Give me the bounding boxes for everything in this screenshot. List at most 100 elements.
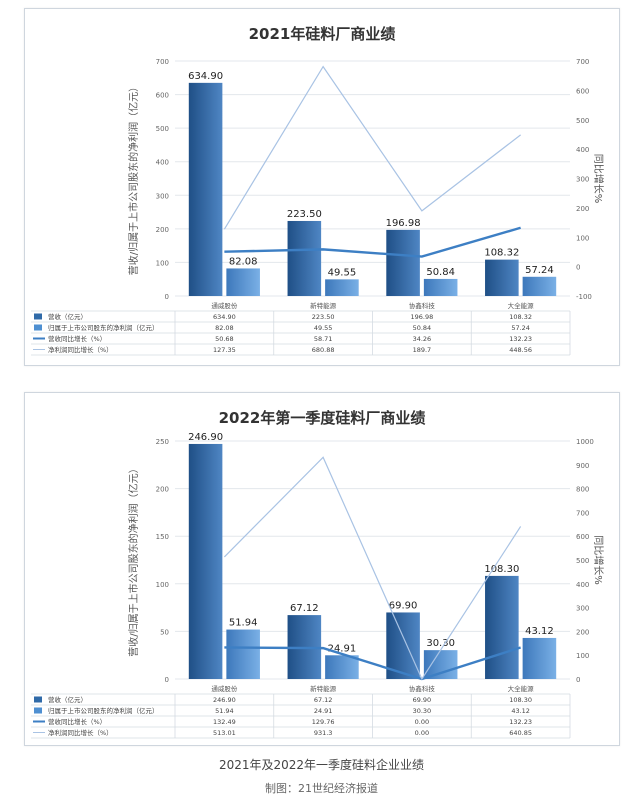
revenue-bar [386, 612, 420, 679]
net-profit-bar [325, 655, 359, 679]
revenue-data-label: 223.50 [287, 209, 322, 220]
y2-tick-label: 500 [576, 557, 589, 565]
y2-tick-label: 200 [576, 628, 589, 636]
revenue-data-label: 108.30 [484, 564, 519, 575]
y-axis-title: 营收/归属于上市公司股东的净利润（亿元） [127, 463, 140, 656]
table-cell: 82.08 [215, 324, 234, 332]
table-cell: 0.00 [415, 718, 429, 726]
revenue-bar [287, 220, 322, 296]
legend-label: 归属于上市公司股东的净利润（亿元） [48, 706, 159, 715]
chart-2021-svg: 2021年硅料厂商业绩 0 100 200 300 400 500 600 700 -100 0 10… [31, 25, 605, 356]
y-tick-label: 0 [165, 676, 169, 684]
table-cell: 34.26 [413, 335, 432, 343]
y-tick-label: 200 [156, 486, 169, 494]
y-tick-label: 400 [156, 159, 169, 167]
y-tick-label: 200 [156, 226, 169, 234]
category-label: 大全能源 [508, 301, 535, 310]
table-cell: 680.88 [312, 346, 335, 354]
y2-tick-label: 0 [576, 264, 580, 272]
profit-growth-line [223, 456, 522, 681]
y2-tick-label: 100 [576, 652, 589, 660]
chart-title: 2022年第一季度硅料厂商业绩 [219, 409, 426, 427]
y2-axis-title: 同比增长% [592, 154, 605, 204]
y-tick-label: 300 [156, 192, 169, 200]
category-label: 通威股份 [211, 301, 238, 310]
table-cell: 513.01 [213, 729, 236, 737]
category-label: 大全能源 [508, 684, 535, 693]
table-cell: 132.23 [509, 335, 532, 343]
chart-2022-q1-svg: 2022年第一季度硅料厂商业绩 0 50 100 150 200 250 0 100 200 300… [31, 409, 605, 739]
table-cell: 448.56 [509, 346, 532, 354]
legend-swatch [34, 707, 42, 714]
y-tick-label: 100 [156, 581, 169, 589]
table-cell: 0.00 [415, 729, 429, 737]
table-cell: 50.84 [413, 324, 432, 332]
category-label: 协鑫科技 [409, 301, 436, 310]
chart-panel-2022-q1: 2022年第一季度硅料厂商业绩 0 50 100 150 200 250 0 100 200 300… [24, 392, 620, 746]
y2-tick-label: 400 [576, 146, 589, 154]
legend-label: 归属于上市公司股东的净利润（亿元） [48, 323, 159, 332]
y-tick-label: 50 [160, 628, 169, 636]
legend-swatch [34, 324, 42, 331]
revenue-data-label: 196.98 [386, 218, 421, 229]
y2-tick-label: -100 [576, 293, 592, 301]
legend-label: 营收（亿元） [48, 312, 87, 321]
table-cell: 50.68 [215, 335, 234, 343]
net-profit-data-label: 57.24 [525, 265, 554, 276]
y2-tick-label: 300 [576, 605, 589, 613]
y2-tick-label: 200 [576, 205, 589, 213]
table-cell: 634.90 [213, 313, 236, 321]
net-profit-bar [423, 278, 458, 296]
table-cell: 49.55 [314, 324, 333, 332]
net-profit-bar [226, 268, 260, 296]
net-profit-bar [226, 629, 260, 679]
category-label: 新特能源 [310, 301, 337, 310]
y-tick-label: 100 [156, 259, 169, 267]
table-cell: 129.76 [312, 718, 335, 726]
y2-tick-label: 900 [576, 462, 589, 470]
table-cell: 246.90 [213, 696, 236, 704]
y-tick-label: 250 [156, 438, 169, 446]
y-tick-label: 150 [156, 533, 169, 541]
revenue-data-label: 634.90 [188, 71, 223, 82]
y2-tick-label: 400 [576, 581, 589, 589]
chart-title: 2021年硅料厂商业绩 [249, 25, 396, 43]
revenue-data-label: 69.90 [389, 600, 418, 611]
net-profit-data-label: 82.08 [229, 256, 258, 267]
table-cell: 43.12 [511, 707, 530, 715]
table-cell: 132.49 [213, 718, 236, 726]
revenue-growth-line [224, 646, 521, 681]
table-cell: 67.12 [314, 696, 333, 704]
revenue-growth-line [224, 226, 521, 258]
y-tick-label: 600 [156, 92, 169, 100]
y-axis-title: 营收/归属于上市公司股东的净利润（亿元） [127, 82, 140, 275]
net-profit-bar [522, 637, 557, 679]
revenue-bar [386, 229, 420, 296]
table-cell: 58.71 [314, 335, 333, 343]
legend-swatch [34, 313, 42, 320]
table-cell: 196.98 [411, 313, 434, 321]
revenue-bar [188, 82, 223, 296]
table-cell: 108.30 [509, 696, 532, 704]
table-cell: 69.90 [413, 696, 432, 704]
y2-tick-label: 500 [576, 117, 589, 125]
category-label: 协鑫科技 [409, 684, 436, 693]
table-cell: 108.32 [509, 313, 532, 321]
figure-caption: 2021年及2022年一季度硅料企业业绩 [218, 758, 425, 772]
net-profit-data-label: 50.84 [426, 267, 455, 278]
y-tick-label: 500 [156, 125, 169, 133]
y2-tick-label: 700 [576, 58, 589, 66]
table-cell: 640.85 [509, 729, 532, 737]
legend-label: 净利润同比增长（%） [48, 728, 113, 737]
net-profit-data-label: 51.94 [229, 618, 258, 629]
table-cell: 189.7 [413, 346, 432, 354]
y2-tick-label: 700 [576, 509, 589, 517]
table-cell: 132.23 [509, 718, 532, 726]
revenue-bar [485, 259, 519, 296]
profit-growth-line [223, 65, 521, 230]
legend-label: 营收（亿元） [48, 695, 87, 704]
table-cell: 30.30 [413, 707, 432, 715]
legend-swatch [34, 696, 42, 703]
chart-panel-2021: 2021年硅料厂商业绩 0 100 200 300 400 500 600 700 -100 0 10… [24, 8, 620, 366]
y2-tick-label: 600 [576, 533, 589, 541]
